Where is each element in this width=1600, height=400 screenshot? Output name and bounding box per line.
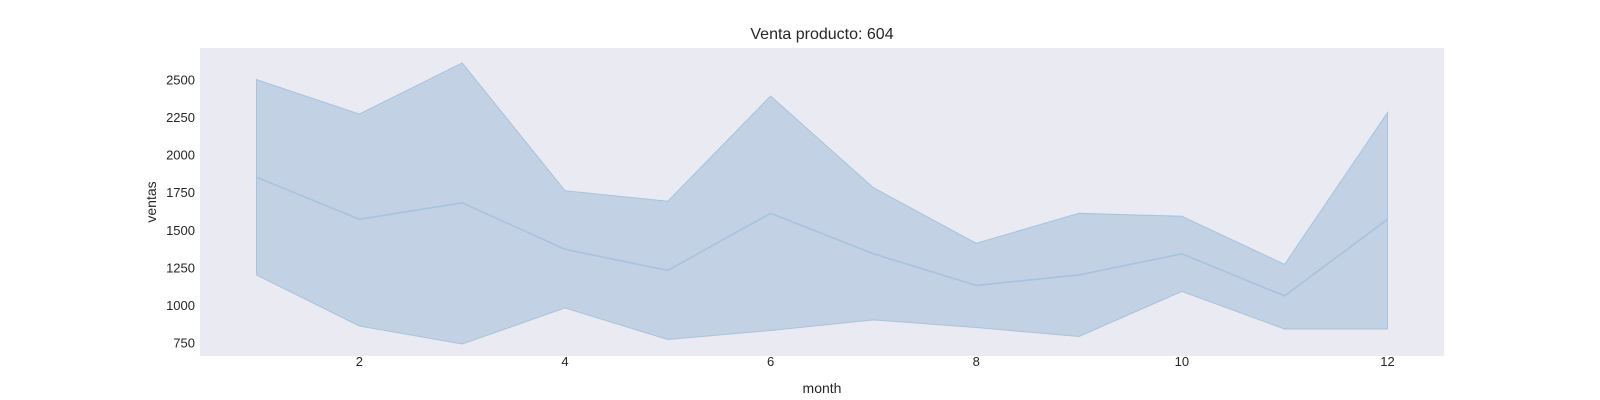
x-axis-label: month	[803, 380, 842, 396]
y-tick-label: 2000	[166, 148, 195, 163]
x-tick-label: 8	[973, 354, 980, 369]
y-tick-label: 1000	[166, 298, 195, 313]
series-line	[256, 176, 1388, 297]
x-tick-label: 4	[561, 354, 568, 369]
y-tick-label: 2500	[166, 73, 195, 88]
confidence-band	[256, 62, 1388, 345]
y-tick-label: 1500	[166, 223, 195, 238]
chart-title: Venta producto: 604	[750, 26, 893, 43]
x-tick-label: 12	[1380, 354, 1394, 369]
y-tick-label: 1250	[166, 260, 195, 275]
y-tick-label: 1750	[166, 185, 195, 200]
x-tick-label: 2	[356, 354, 363, 369]
y-tick-label: 2250	[166, 110, 195, 125]
y-tick-label: 750	[173, 335, 195, 350]
x-tick-label: 6	[767, 354, 774, 369]
y-axis-label: ventas	[143, 181, 159, 222]
x-tick-label: 10	[1175, 354, 1189, 369]
